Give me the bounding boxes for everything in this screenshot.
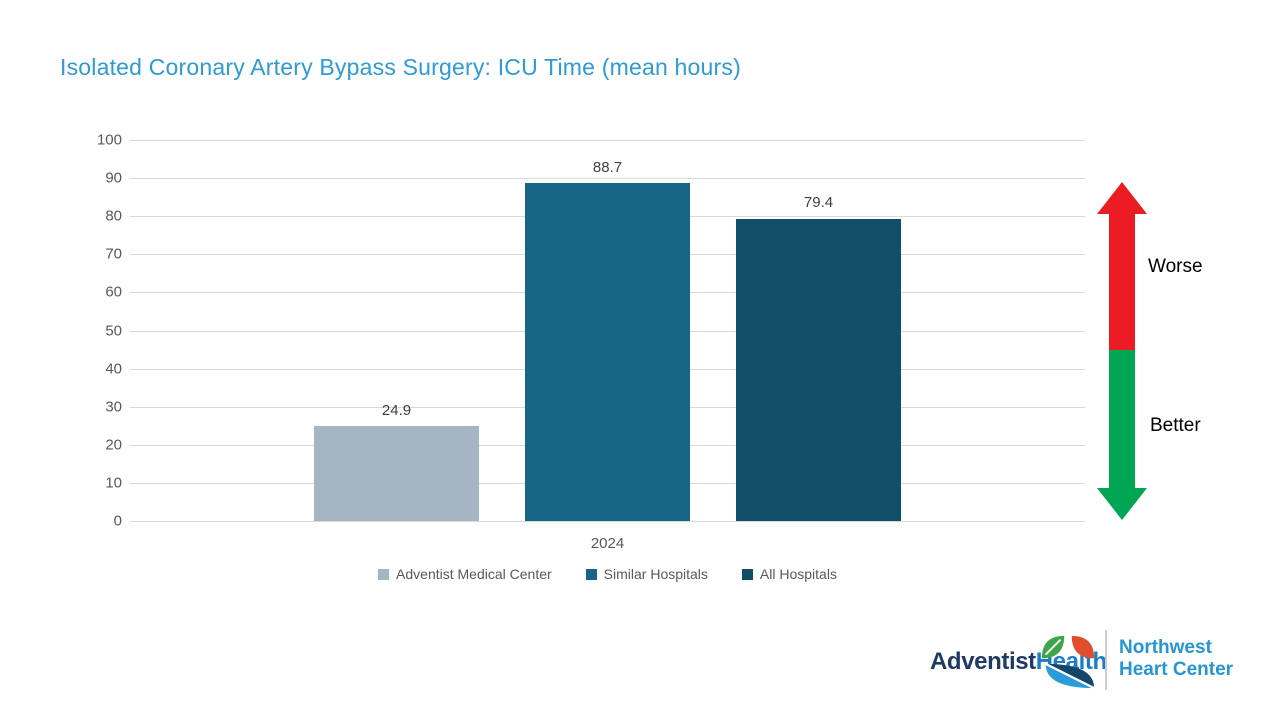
legend-item: All Hospitals <box>741 566 837 582</box>
y-axis-tick-label: 10 <box>105 474 122 492</box>
org-name: Northwest Heart Center <box>1119 637 1233 681</box>
x-axis-category-label: 2024 <box>590 535 625 552</box>
legend-swatch-icon <box>585 568 597 580</box>
adventist-health-leaf-icon <box>1041 635 1095 690</box>
y-axis-tick-label: 70 <box>105 245 122 263</box>
plot-area: 24.9 88.7 79.4 <box>130 140 1085 522</box>
bar-similar-hospitals <box>525 183 690 521</box>
y-axis-tick-label: 90 <box>105 169 122 187</box>
gridline <box>130 521 1085 522</box>
better-arrow-icon <box>1097 350 1147 520</box>
gridline <box>130 178 1085 180</box>
legend-swatch-icon <box>741 568 753 580</box>
footer-logo: AdventistHealth Northwest Heart Center <box>928 628 1233 694</box>
worse-label: Worse <box>1148 256 1203 277</box>
bar-value-label: 24.9 <box>381 402 412 420</box>
legend-label: All Hospitals <box>759 566 837 582</box>
worse-better-arrow-icon <box>1097 182 1147 520</box>
chart-title: Isolated Coronary Artery Bypass Surgery:… <box>60 54 741 80</box>
y-axis-tick-label: 30 <box>105 398 122 416</box>
y-axis-tick-label: 60 <box>105 283 122 301</box>
y-axis-tick-label: 20 <box>105 436 122 454</box>
gridline <box>130 140 1085 141</box>
logo-divider <box>1105 630 1107 690</box>
worse-arrow-icon <box>1097 182 1147 350</box>
y-axis-tick-label: 50 <box>105 322 122 339</box>
legend-label: Similar Hospitals <box>603 566 708 582</box>
legend-item: Similar Hospitals <box>585 566 708 582</box>
legend-label: Adventist Medical Center <box>396 566 552 582</box>
y-axis-tick-label: 0 <box>113 512 122 530</box>
y-axis-tick-label: 100 <box>96 131 122 149</box>
bar-all-hospitals <box>736 218 901 521</box>
org-name-line2: Heart Center <box>1119 659 1234 680</box>
legend-swatch-icon <box>378 568 390 580</box>
y-axis-tick-label: 80 <box>105 207 122 225</box>
legend-item: Adventist Medical Center <box>378 566 552 582</box>
better-label: Better <box>1150 415 1201 436</box>
bar-value-label: 79.4 <box>803 194 834 212</box>
bar-value-label: 88.7 <box>592 159 623 177</box>
y-axis-tick-label: 40 <box>105 360 122 378</box>
chart-legend: Adventist Medical Center Similar Hospital… <box>130 566 1085 582</box>
brand-adventist-text: Adventist <box>930 648 1036 675</box>
org-name-line1: Northwest <box>1119 637 1212 658</box>
bar-adventist-medical-center <box>314 426 479 521</box>
